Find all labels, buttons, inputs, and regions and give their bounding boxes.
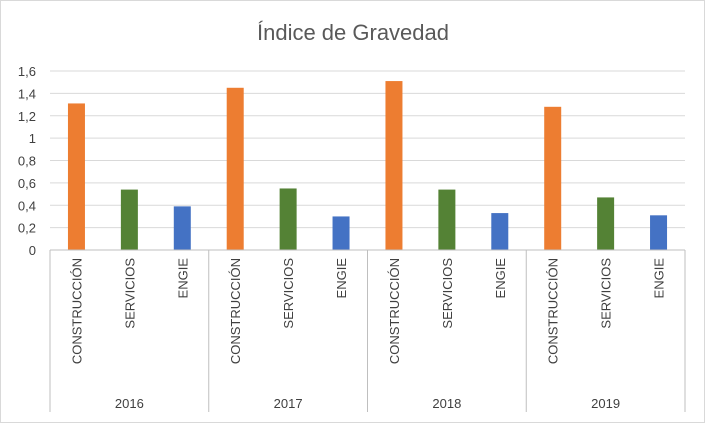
y-tick-label: 0,8 bbox=[18, 154, 36, 169]
category-label: ENGIE bbox=[334, 258, 349, 299]
category-label: SERVICIOS bbox=[440, 258, 455, 329]
bar bbox=[650, 215, 668, 250]
bar bbox=[173, 206, 191, 250]
bar bbox=[120, 189, 138, 250]
y-tick-label: 1,2 bbox=[18, 109, 36, 124]
group-label: 2016 bbox=[115, 396, 144, 411]
category-label: CONSTRUCCIÓN bbox=[69, 258, 84, 364]
category-label: ENGIE bbox=[493, 258, 508, 299]
bar bbox=[544, 106, 562, 250]
y-axis-ticks: 0 0,2 0,4 0,6 0,8 1 1,2 1,4 1,6 bbox=[18, 64, 36, 258]
group-label: 2017 bbox=[274, 396, 303, 411]
bar bbox=[332, 216, 350, 250]
category-label: CONSTRUCCIÓN bbox=[387, 258, 402, 364]
gridlines bbox=[50, 70, 685, 229]
bar bbox=[597, 197, 615, 250]
y-tick-label: 1 bbox=[29, 131, 36, 146]
category-label: SERVICIOS bbox=[281, 258, 296, 329]
category-label: CONSTRUCCIÓN bbox=[546, 258, 561, 364]
category-label: CONSTRUCCIÓN bbox=[228, 258, 243, 364]
bar bbox=[491, 213, 509, 250]
category-label: SERVICIOS bbox=[599, 258, 614, 329]
category-label: ENGIE bbox=[652, 258, 667, 299]
y-tick-label: 0,4 bbox=[18, 198, 36, 213]
y-tick-label: 0 bbox=[29, 243, 36, 258]
bars bbox=[67, 81, 668, 250]
x-axis: CONSTRUCCIÓN SERVICIOS ENGIE 2016 CONSTRUCCI… bbox=[49, 249, 686, 412]
bar bbox=[438, 189, 456, 250]
y-tick-label: 0,2 bbox=[18, 221, 36, 236]
y-tick-label: 1,6 bbox=[18, 64, 36, 79]
group-label: 2019 bbox=[591, 396, 620, 411]
bar bbox=[279, 188, 297, 250]
bar bbox=[226, 87, 244, 250]
group-label: 2018 bbox=[432, 396, 461, 411]
bar bbox=[385, 81, 403, 250]
chart-title: Índice de Gravedad bbox=[257, 20, 449, 45]
category-label: SERVICIOS bbox=[122, 258, 137, 329]
y-tick-label: 1,4 bbox=[18, 86, 36, 101]
y-tick-label: 0,6 bbox=[18, 176, 36, 191]
bar bbox=[67, 103, 85, 250]
category-label: ENGIE bbox=[175, 258, 190, 299]
